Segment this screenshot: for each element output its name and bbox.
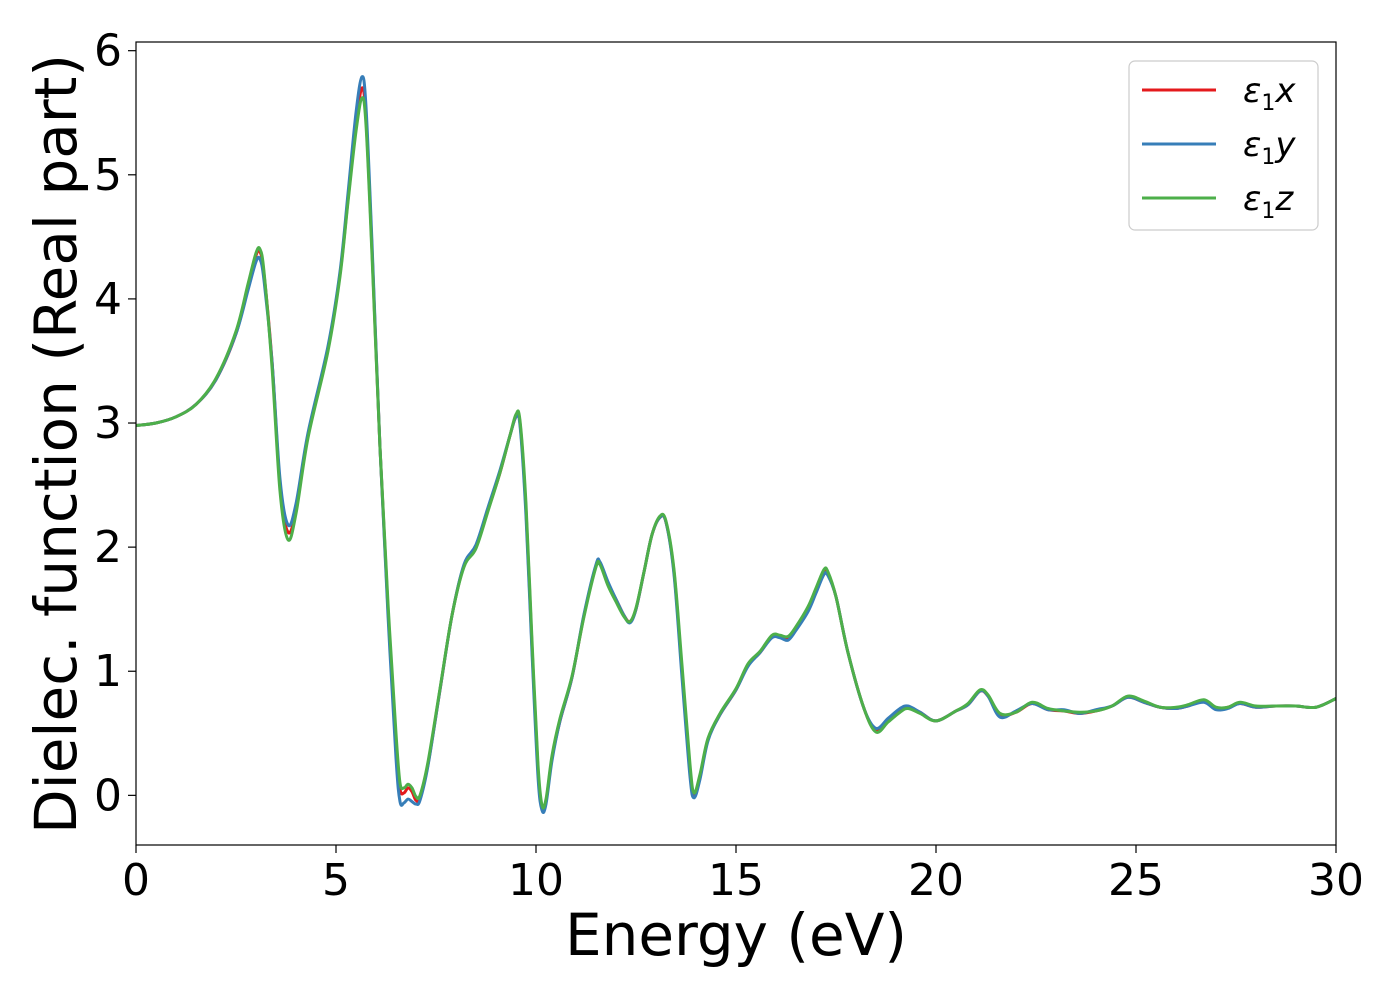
series-layer bbox=[136, 75, 1336, 814]
legend-box bbox=[1128, 60, 1319, 231]
y-axis-title: Dielec. function (Real part) bbox=[22, 54, 90, 834]
y-tick-label: 2 bbox=[94, 522, 122, 573]
x-axis: 0 5 10 15 20 25 30 bbox=[122, 845, 1364, 906]
y-tick-label: 3 bbox=[94, 398, 122, 449]
x-tick-label: 15 bbox=[708, 855, 764, 906]
x-tick-label: 0 bbox=[122, 855, 150, 906]
series-line-z bbox=[136, 96, 1336, 810]
legend-label-x: ε1x bbox=[1243, 71, 1296, 116]
y-tick-label: 5 bbox=[94, 150, 122, 201]
x-tick-label: 30 bbox=[1308, 855, 1364, 906]
x-tick-label: 5 bbox=[322, 855, 350, 906]
x-tick-label: 20 bbox=[908, 855, 964, 906]
x-tick-label: 10 bbox=[508, 855, 564, 906]
y-axis: 0 1 2 3 4 5 6 bbox=[94, 26, 136, 821]
legend-label-z: ε1z bbox=[1243, 179, 1294, 224]
y-tick-label: 0 bbox=[94, 770, 122, 821]
legend-entries: ε1x ε1y ε1z bbox=[1142, 71, 1296, 224]
y-tick-label: 1 bbox=[94, 646, 122, 697]
x-axis-title: Energy (eV) bbox=[565, 901, 907, 969]
legend-label-y: ε1y bbox=[1243, 125, 1296, 170]
x-tick-label: 25 bbox=[1108, 855, 1164, 906]
y-tick-label: 6 bbox=[94, 26, 122, 77]
legend: ε1x ε1y ε1z bbox=[1128, 60, 1319, 231]
y-tick-label: 4 bbox=[94, 274, 122, 325]
